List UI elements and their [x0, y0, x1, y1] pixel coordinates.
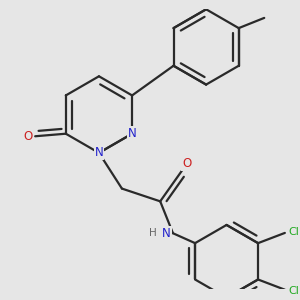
Text: N: N: [162, 227, 171, 240]
Text: Cl: Cl: [288, 286, 299, 296]
Text: O: O: [23, 130, 32, 143]
Text: H: H: [149, 228, 156, 238]
Text: Cl: Cl: [288, 226, 299, 237]
Text: N: N: [94, 146, 103, 159]
Text: N: N: [128, 127, 136, 140]
Text: O: O: [182, 157, 192, 169]
